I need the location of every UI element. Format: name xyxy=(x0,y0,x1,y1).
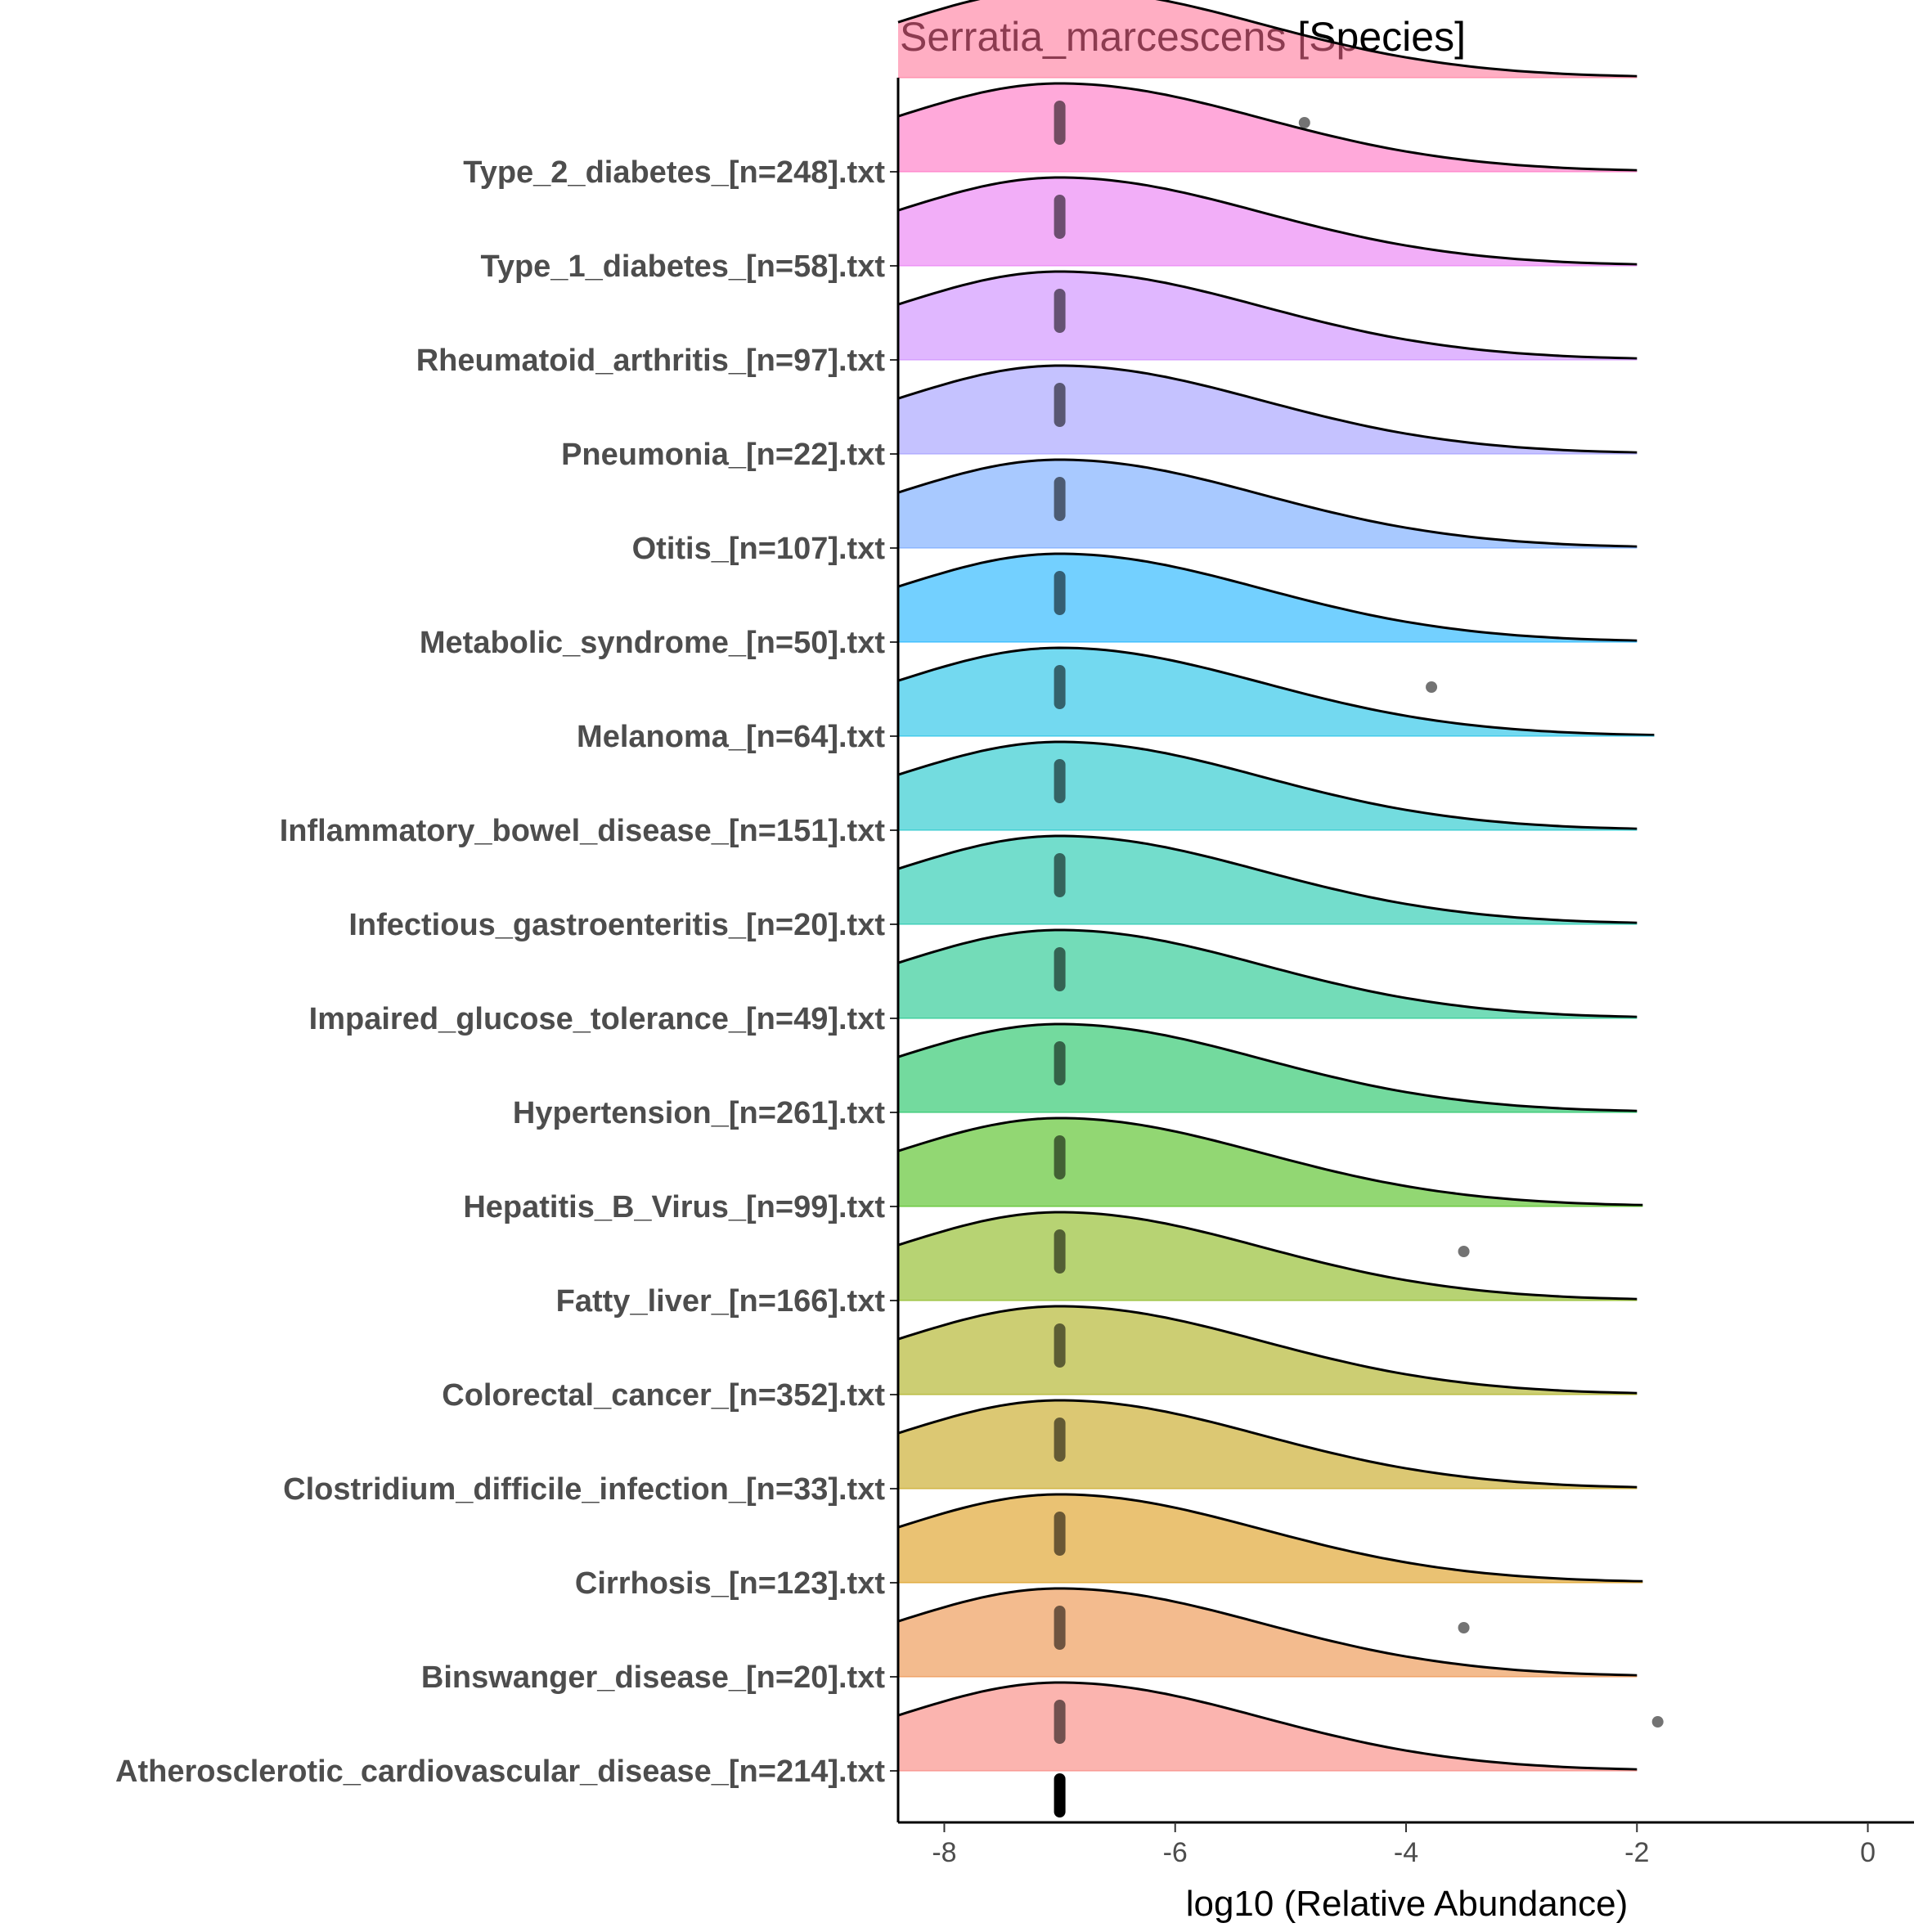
ridge-outline xyxy=(897,1211,1638,1301)
y-tick-label: Inflammatory_bowel_disease_[n=151].txt xyxy=(280,814,886,848)
y-tick-label: Clostridium_difficile_infection_[n=33].t… xyxy=(283,1472,885,1507)
y-tick-label: Melanoma_[n=64].txt xyxy=(577,720,885,754)
y-tick-label: Cirrhosis_[n=123].txt xyxy=(575,1566,885,1601)
x-tick-label: 0 xyxy=(1860,1837,1876,1868)
y-tick-label: Impaired_glucose_tolerance_[n=49].txt xyxy=(309,1002,886,1036)
ridge-fill xyxy=(898,272,1638,360)
axes-layer: Atherosclerotic_cardiovascular_disease_[… xyxy=(115,78,1914,1868)
x-tick-label: -2 xyxy=(1624,1837,1649,1868)
ridge-fill xyxy=(898,1683,1638,1771)
ridge-fill xyxy=(898,1024,1638,1112)
ridge-outline xyxy=(897,364,1638,454)
y-tick-label: Metabolic_syndrome_[n=50].txt xyxy=(420,626,885,660)
ridge-outline xyxy=(897,270,1638,360)
ridge-fill xyxy=(898,554,1638,642)
ridge-outline xyxy=(897,834,1638,924)
ridge-fill xyxy=(898,1400,1638,1489)
ridge-fill xyxy=(898,1494,1643,1583)
ridge-fill xyxy=(898,460,1638,548)
points-layer xyxy=(1054,101,1664,1817)
y-tick-label: Otitis_[n=107].txt xyxy=(632,532,886,566)
x-tick-label: -4 xyxy=(1394,1837,1418,1868)
ridge-fill xyxy=(898,83,1638,172)
ridge-fill xyxy=(898,1588,1638,1677)
ridge-fill xyxy=(898,177,1638,266)
ridge-outline xyxy=(897,1022,1638,1112)
y-tick-label: Hypertension_[n=261].txt xyxy=(513,1096,885,1130)
y-tick-label: Fatty_liver_[n=166].txt xyxy=(556,1284,886,1319)
ridge-fill xyxy=(898,0,1638,78)
y-tick-label: Type_2_diabetes_[n=248].txt xyxy=(463,155,885,190)
x-tick-label: -8 xyxy=(932,1837,956,1868)
ridge-fill xyxy=(898,1306,1638,1395)
ridge-outline xyxy=(897,928,1638,1018)
ridge-outline xyxy=(897,552,1638,642)
y-tick-label: Binswanger_disease_[n=20].txt xyxy=(421,1660,885,1695)
y-tick-label: Atherosclerotic_cardiovascular_disease_[… xyxy=(115,1755,885,1789)
y-tick-label: Hepatitis_B_Virus_[n=99].txt xyxy=(463,1190,885,1224)
y-tick-label: Pneumonia_[n=22].txt xyxy=(561,438,885,472)
ridge-outline xyxy=(897,1117,1643,1206)
x-axis-label: log10 (Relative Abundance) xyxy=(1186,1884,1629,1924)
ridge-fill xyxy=(898,1118,1643,1206)
ridge-outline xyxy=(897,458,1638,548)
ridge-outline xyxy=(897,82,1638,172)
ridge-fill xyxy=(898,366,1638,454)
ridge-outline xyxy=(897,1587,1638,1677)
ridge-outline xyxy=(897,176,1638,266)
x-tick-label: -6 xyxy=(1163,1837,1188,1868)
ridge-fill xyxy=(898,648,1655,736)
y-tick-label: Type_1_diabetes_[n=58].txt xyxy=(480,249,885,284)
ridge-outline xyxy=(897,0,1638,78)
outlier-point xyxy=(1651,1716,1664,1728)
ridge-outline xyxy=(897,740,1638,830)
outlier-point xyxy=(1458,1622,1470,1633)
outlier-point xyxy=(1458,1246,1470,1257)
y-tick-label: Infectious_gastroenteritis_[n=20].txt xyxy=(348,908,885,942)
ridge-fill xyxy=(898,742,1638,830)
ridge-fill xyxy=(898,836,1638,924)
ridge-outline xyxy=(897,1681,1638,1771)
ridge-outline xyxy=(897,1399,1638,1489)
y-tick-label: Colorectal_cancer_[n=352].txt xyxy=(442,1378,885,1413)
ridge-outline xyxy=(897,1305,1638,1395)
outlier-point xyxy=(1298,117,1310,128)
ridge-fill xyxy=(898,1212,1638,1301)
ridge-outline xyxy=(897,646,1655,737)
ridge-outline xyxy=(897,1493,1643,1583)
ridge-fill xyxy=(898,930,1638,1018)
ridges-layer xyxy=(897,0,1655,1772)
y-tick-label: Rheumatoid_arthritis_[n=97].txt xyxy=(416,344,886,378)
outlier-point xyxy=(1426,681,1438,693)
